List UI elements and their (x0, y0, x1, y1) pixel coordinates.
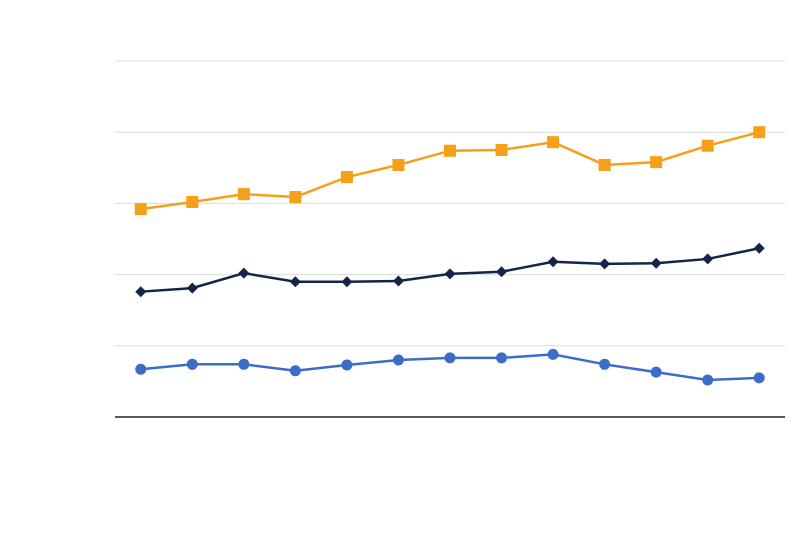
marker (599, 258, 611, 270)
marker (496, 266, 508, 278)
marker (289, 365, 301, 377)
marker (496, 352, 508, 364)
marker (702, 253, 714, 265)
marker (392, 354, 404, 366)
marker (289, 190, 302, 203)
marker (238, 267, 250, 279)
marker (134, 203, 147, 216)
marker (702, 374, 714, 386)
marker (392, 158, 405, 171)
series-line (140, 130, 760, 211)
marker (547, 256, 559, 268)
marker (392, 275, 404, 287)
marker (444, 268, 456, 280)
marker (650, 257, 662, 269)
marker (701, 139, 714, 152)
marker (186, 195, 199, 208)
marker (444, 144, 456, 157)
marker (547, 136, 560, 149)
marker (237, 188, 250, 201)
marker (444, 352, 456, 364)
marker (753, 126, 766, 139)
marker (599, 358, 611, 370)
marker (753, 372, 765, 384)
marker (340, 171, 353, 184)
marker (238, 358, 250, 370)
marker (650, 366, 662, 378)
marker (341, 276, 353, 288)
marker (650, 156, 663, 169)
marker (495, 144, 508, 156)
marker (547, 348, 559, 360)
marker (186, 282, 198, 294)
marker (135, 363, 147, 375)
marker (289, 276, 301, 288)
marker (135, 286, 147, 298)
marker (186, 358, 198, 370)
marker (753, 242, 765, 254)
marker (341, 359, 353, 371)
marker (598, 158, 611, 171)
